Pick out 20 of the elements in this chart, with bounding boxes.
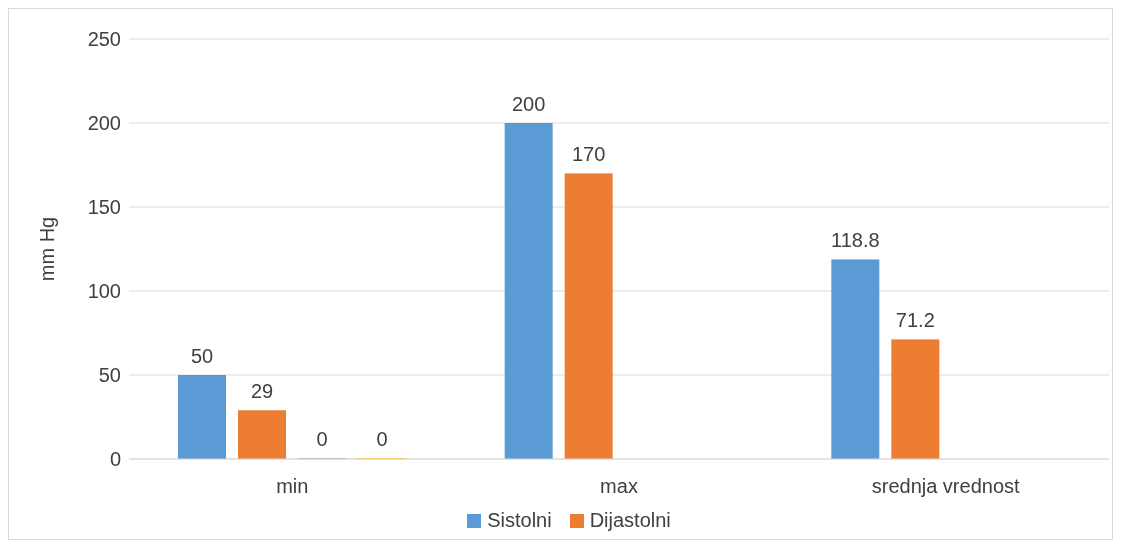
y-tick-label: 100	[87, 280, 121, 303]
data-label: 71.2	[895, 309, 935, 332]
data-label: 200	[511, 93, 546, 115]
x-tick-label: min	[276, 475, 309, 498]
data-label: 50	[190, 345, 214, 367]
x-tick-label: max	[600, 475, 638, 498]
y-axis-title: mm Hg	[36, 216, 59, 282]
data-label: 0	[376, 428, 388, 450]
y-tick-label: 150	[87, 196, 121, 219]
data-label: 118.8	[831, 229, 880, 252]
x-tick-label: srednja vrednost	[871, 475, 1021, 498]
y-tick-label: 250	[87, 28, 121, 51]
data-label: 29	[250, 380, 274, 403]
y-tick-label: 200	[87, 112, 121, 135]
data-label: 0	[316, 428, 328, 450]
y-tick-label: 0	[109, 448, 121, 471]
data-label: 170	[571, 143, 606, 166]
y-tick-label: 50	[98, 364, 121, 387]
legend-label: Dijastolni	[588, 509, 671, 532]
legend-label: Sistolni	[486, 509, 552, 532]
